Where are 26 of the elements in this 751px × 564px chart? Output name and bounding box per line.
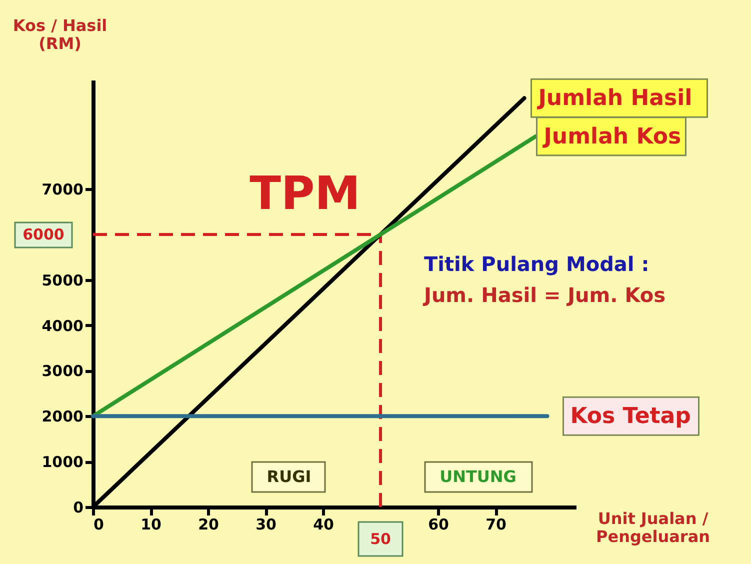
ref-line-label: 50 xyxy=(370,530,391,548)
ref-line-label: 6000 xyxy=(22,225,64,244)
y-tick-label: 7000 xyxy=(42,180,84,199)
series-label: Kos Tetap xyxy=(570,404,691,430)
y-tick-label: 0 xyxy=(73,498,84,516)
x-tick-label: 20 xyxy=(198,516,219,534)
y-tick-label: 1000 xyxy=(42,453,84,472)
y-tick-label: 2000 xyxy=(42,408,84,426)
annotation: Titik Pulang Modal : xyxy=(424,252,650,276)
x-axis-title: Unit Jualan / Pengeluaran xyxy=(596,509,710,546)
series-label: Jumlah Kos xyxy=(542,124,682,150)
annotation: TPM xyxy=(250,166,360,220)
annotation: UNTUNG xyxy=(440,467,516,486)
y-tick-label: 4000 xyxy=(42,316,84,335)
x-tick-label: 60 xyxy=(428,516,449,534)
annotation: RUGI xyxy=(266,467,312,486)
x-tick-label: 70 xyxy=(486,516,506,534)
x-tick-label: 0 xyxy=(94,516,104,534)
series-label: Jumlah Hasil xyxy=(536,86,692,112)
x-tick-label: 40 xyxy=(313,516,334,534)
x-tick-label: 10 xyxy=(140,516,162,534)
y-tick-label: 3000 xyxy=(42,362,84,380)
y-axis-title: Kos / Hasil (RM) xyxy=(12,16,108,53)
x-tick-label: 30 xyxy=(256,516,276,534)
annotation: Jum. Hasil = Jum. Kos xyxy=(422,283,666,307)
y-tick-label: 5000 xyxy=(42,271,84,290)
